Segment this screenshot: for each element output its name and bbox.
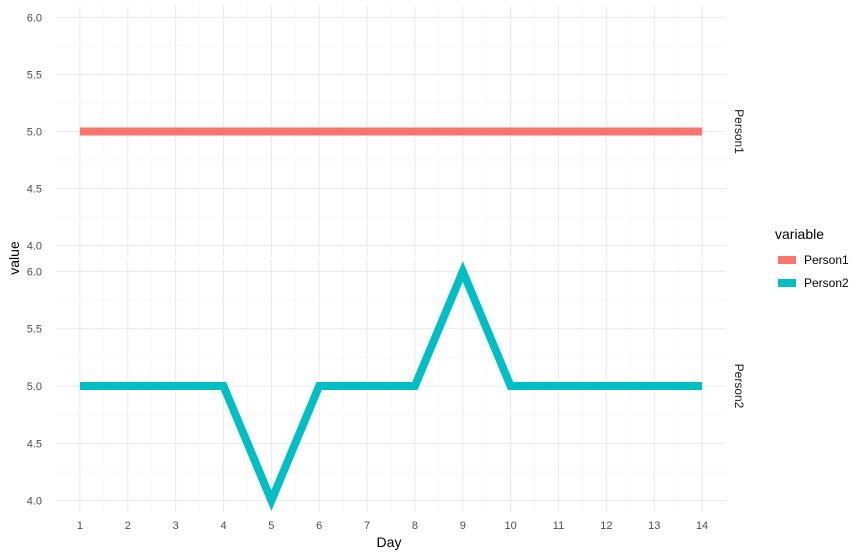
y-tick-label: 5.0 — [27, 127, 42, 139]
y-tick-label: 4.0 — [27, 496, 42, 508]
y-axis-title: value — [6, 241, 22, 275]
y-tick-label: 6.0 — [27, 266, 42, 278]
facet-panel-person2: 4.0 4.5 5.0 5.5 6.0 Person2 — [27, 260, 746, 512]
y-tick-label: 4.5 — [27, 184, 42, 196]
x-tick-label: 10 — [505, 520, 517, 532]
x-tick-label: 8 — [412, 520, 418, 532]
x-tick-label: 7 — [364, 520, 370, 532]
legend: variable Person1 Person2 — [775, 226, 849, 290]
facet-strip-label: Person1 — [732, 109, 746, 154]
y-tick-label: 5.5 — [27, 324, 42, 336]
x-tick-label: 4 — [220, 520, 226, 532]
x-tick-label: 6 — [316, 520, 322, 532]
legend-title: variable — [775, 226, 824, 242]
x-tick-label: 5 — [268, 520, 274, 532]
facet-strip-label: Person2 — [732, 364, 746, 409]
x-tick-label: 14 — [696, 520, 708, 532]
y-tick-label: 5.5 — [27, 69, 42, 81]
x-tick-label: 1 — [77, 520, 83, 532]
y-tick-label: 4.5 — [27, 438, 42, 450]
x-tick-label: 11 — [553, 520, 564, 532]
legend-item-person1: Person1 — [778, 253, 849, 267]
facet-panel-person1: 4.0 4.5 5.0 5.5 6.0 Person1 — [27, 6, 746, 257]
x-tick-label: 12 — [600, 520, 612, 532]
facet-panels: 4.0 4.5 5.0 5.5 6.0 Person1 4.0 4.5 5.0 5.5 6.0 Per… — [27, 6, 746, 532]
x-tick-label: 9 — [460, 520, 466, 532]
series-line-person2 — [79, 261, 703, 511]
x-tick-labels: 1 2 3 4 5 6 7 8 9 10 11 12 13 14 — [77, 520, 708, 532]
legend-label: Person2 — [804, 276, 849, 290]
legend-item-person2: Person2 — [778, 276, 849, 290]
y-tick-label: 4.0 — [27, 241, 42, 253]
x-tick-label: 3 — [173, 520, 179, 532]
legend-label: Person1 — [804, 253, 849, 267]
y-tick-label: 6.0 — [27, 12, 42, 24]
y-tick-label: 5.0 — [27, 381, 42, 393]
x-axis-title: Day — [377, 534, 402, 550]
x-tick-label: 2 — [125, 520, 131, 532]
x-tick-label: 13 — [648, 520, 660, 532]
